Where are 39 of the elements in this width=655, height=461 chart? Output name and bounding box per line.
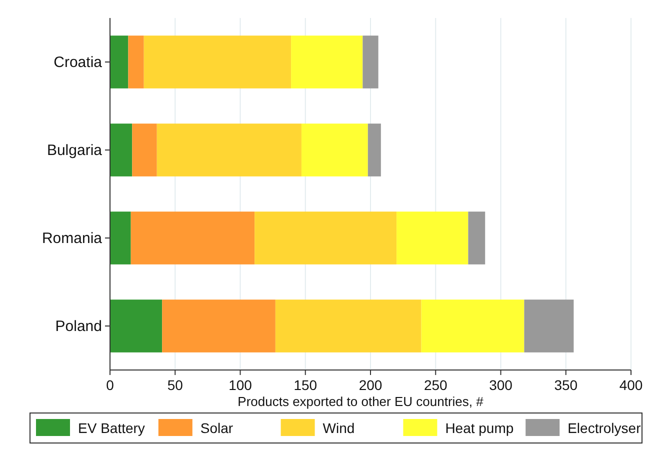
legend-label: Solar bbox=[200, 420, 234, 436]
y-tick-label: Poland bbox=[55, 318, 102, 335]
x-tick-label: 0 bbox=[106, 377, 114, 393]
bar bbox=[362, 36, 378, 88]
bar bbox=[275, 300, 422, 352]
x-axis-title: Products exported to other EU countries, # bbox=[238, 394, 484, 409]
bar bbox=[128, 36, 144, 88]
legend-label: Heat pump bbox=[445, 420, 514, 436]
bar bbox=[130, 212, 255, 264]
bar bbox=[421, 300, 524, 352]
x-tick-label: 100 bbox=[228, 377, 252, 393]
bar bbox=[291, 36, 363, 88]
legend-label: EV Battery bbox=[78, 420, 145, 436]
x-tick-label: 250 bbox=[424, 377, 448, 393]
bar bbox=[110, 300, 162, 352]
bar bbox=[110, 36, 128, 88]
legend-label: Electrolyser bbox=[568, 420, 642, 436]
bar bbox=[162, 300, 276, 352]
x-tick-label: 400 bbox=[619, 377, 643, 393]
bar bbox=[254, 212, 397, 264]
bar bbox=[144, 36, 292, 88]
x-tick-label: 50 bbox=[167, 377, 184, 393]
legend-label: Wind bbox=[322, 420, 355, 436]
y-tick-label: Bulgaria bbox=[46, 142, 103, 159]
bar bbox=[156, 124, 302, 176]
bar bbox=[110, 124, 132, 176]
bar bbox=[524, 300, 574, 352]
bar bbox=[468, 212, 486, 264]
x-tick-label: 200 bbox=[358, 377, 382, 393]
x-tick-label: 350 bbox=[554, 377, 578, 393]
y-tick-label: Romania bbox=[42, 230, 103, 247]
bar bbox=[132, 124, 157, 176]
bar bbox=[301, 124, 368, 176]
bar bbox=[110, 212, 131, 264]
y-tick-label: Croatia bbox=[54, 54, 103, 71]
x-tick-label: 150 bbox=[294, 377, 318, 393]
bar bbox=[396, 212, 468, 264]
bar bbox=[368, 124, 381, 176]
x-tick-label: 300 bbox=[489, 377, 513, 393]
